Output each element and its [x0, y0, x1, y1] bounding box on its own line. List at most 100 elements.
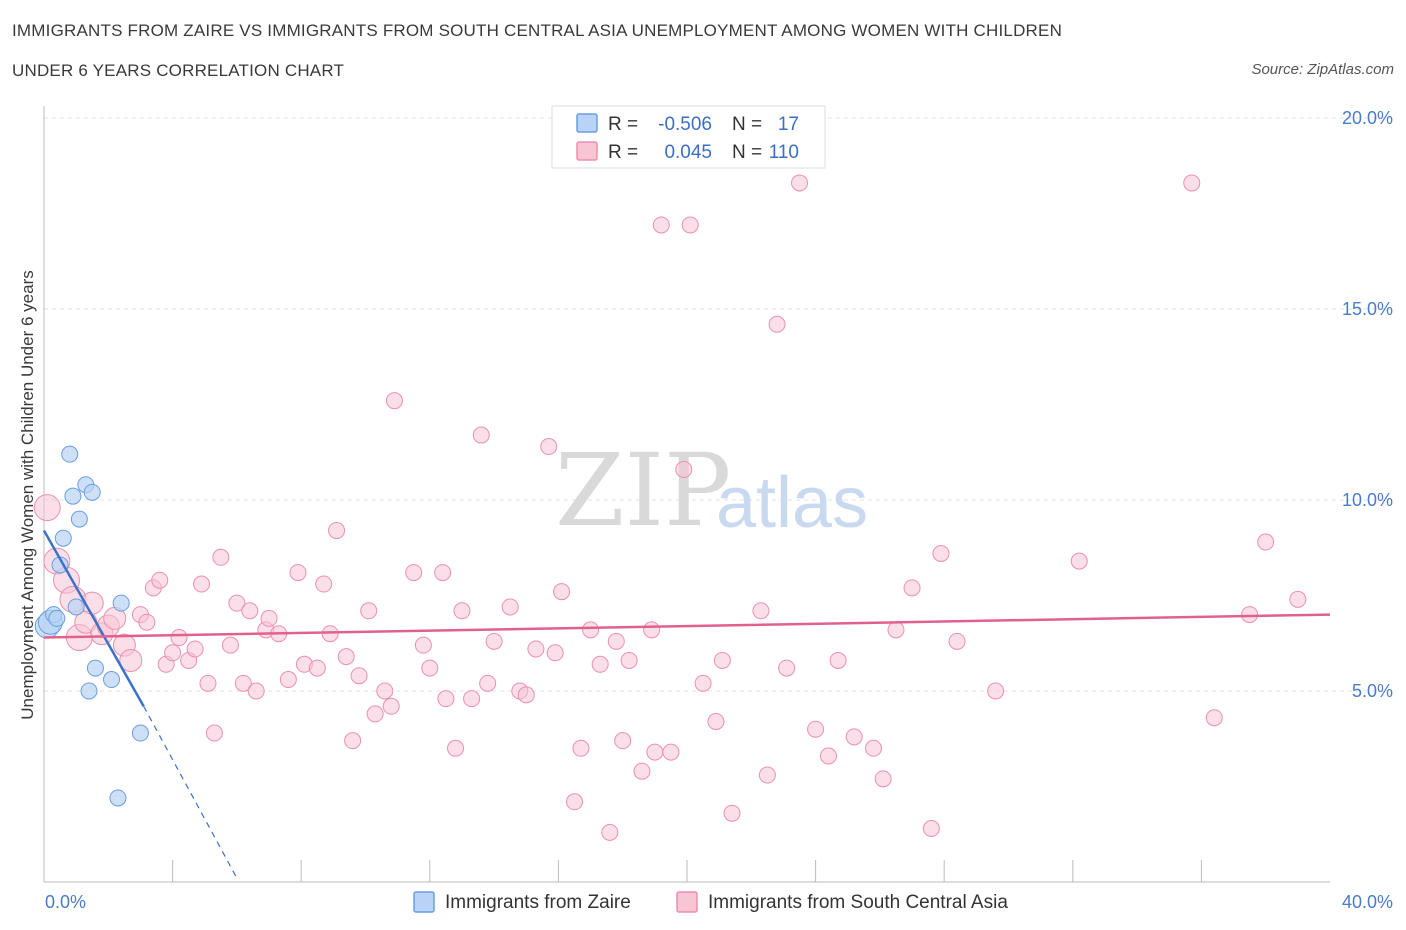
data-point-south-central-asia — [366, 705, 384, 723]
data-point-zaire — [86, 659, 104, 677]
data-point-south-central-asia — [675, 460, 693, 478]
legend-r-value-sca: 0.045 — [664, 142, 712, 163]
data-point-south-central-asia — [1241, 606, 1259, 624]
data-point-zaire — [48, 609, 66, 627]
data-point-south-central-asia — [1183, 174, 1201, 192]
data-point-south-central-asia — [241, 602, 259, 620]
data-point-south-central-asia — [874, 770, 892, 788]
data-point-south-central-asia — [768, 315, 786, 333]
data-point-south-central-asia — [778, 659, 796, 677]
data-point-south-central-asia — [1205, 709, 1223, 727]
data-point-south-central-asia — [463, 690, 481, 708]
source-credit: Source: ZipAtlas.com — [1251, 61, 1394, 78]
y-tick-label: 5.0% — [1352, 681, 1393, 701]
data-point-south-central-asia — [903, 579, 921, 597]
data-point-south-central-asia — [376, 682, 394, 700]
trend-line-south-central-asia — [43, 613, 1331, 639]
data-point-south-central-asia — [385, 392, 403, 410]
data-point-south-central-asia — [601, 823, 619, 841]
data-point-zaire — [103, 671, 121, 689]
data-point-south-central-asia — [681, 216, 699, 234]
legend-r-value-zaire: -0.506 — [658, 114, 712, 135]
data-point-south-central-asia — [646, 743, 664, 761]
data-point-south-central-asia — [758, 766, 776, 784]
chart-title-line1: IMMIGRANTS FROM ZAIRE VS IMMIGRANTS FROM… — [12, 21, 1063, 40]
data-point-south-central-asia — [987, 682, 1005, 700]
data-point-south-central-asia — [421, 659, 439, 677]
data-point-zaire — [70, 510, 88, 528]
series-legend-swatch-south-central-asia — [676, 891, 698, 913]
data-point-zaire — [112, 594, 130, 612]
trend-line-zaire — [42, 529, 145, 707]
data-point-south-central-asia — [1070, 552, 1088, 570]
data-point-south-central-asia — [193, 575, 211, 593]
data-point-south-central-asia — [479, 674, 497, 692]
x-tick-label: 40.0% — [1342, 892, 1393, 912]
data-point-south-central-asia — [33, 494, 61, 522]
data-point-south-central-asia — [864, 739, 882, 757]
data-point-south-central-asia — [517, 686, 535, 704]
data-point-south-central-asia — [807, 720, 825, 738]
data-point-south-central-asia — [723, 804, 741, 822]
data-point-south-central-asia — [713, 651, 731, 669]
trend-line-zaire-extension — [143, 705, 238, 879]
data-point-south-central-asia — [607, 632, 625, 650]
data-point-south-central-asia — [948, 632, 966, 650]
data-point-south-central-asia — [170, 629, 188, 647]
data-point-zaire — [131, 724, 149, 742]
trend-lines — [42, 529, 1331, 879]
data-point-south-central-asia — [328, 522, 346, 540]
data-point-zaire — [61, 445, 79, 463]
data-point-south-central-asia — [151, 571, 169, 589]
data-point-south-central-asia — [620, 651, 638, 669]
legend-n-label-sca: N = — [732, 142, 762, 163]
data-point-south-central-asia — [1289, 590, 1307, 608]
data-point-south-central-asia — [819, 747, 837, 765]
series-legend-swatch-zaire — [413, 891, 435, 913]
data-point-south-central-asia — [437, 690, 455, 708]
data-point-south-central-asia — [845, 728, 863, 746]
data-point-south-central-asia — [453, 602, 471, 620]
series-legend-label-zaire: Immigrants from Zaire — [445, 892, 631, 913]
data-point-south-central-asia — [228, 594, 246, 612]
data-point-south-central-asia — [662, 743, 680, 761]
data-point-south-central-asia — [247, 682, 265, 700]
series-zaire — [34, 445, 149, 807]
data-point-south-central-asia — [752, 602, 770, 620]
data-point-south-central-asia — [414, 636, 432, 654]
data-point-south-central-asia — [633, 762, 651, 780]
y-tick-label: 20.0% — [1342, 108, 1393, 128]
data-point-south-central-asia — [434, 564, 452, 582]
data-point-south-central-asia — [932, 544, 950, 562]
legend-r-label-sca: R = — [608, 142, 638, 163]
data-point-south-central-asia — [582, 621, 600, 639]
data-point-south-central-asia — [643, 621, 661, 639]
stats-legend: R = -0.506 N = 17 R = 0.045 N = 110 — [551, 105, 826, 169]
data-point-zaire — [64, 487, 82, 505]
watermark: ZIP atlas — [555, 432, 868, 549]
data-point-south-central-asia — [289, 564, 307, 582]
x-tick-labels: 0.0% 40.0% — [45, 892, 1393, 912]
data-point-south-central-asia — [405, 564, 423, 582]
y-tick-label: 15.0% — [1342, 299, 1393, 319]
series-south-central-asia — [33, 174, 1307, 841]
data-point-south-central-asia — [315, 575, 333, 593]
data-point-south-central-asia — [572, 739, 590, 757]
data-point-south-central-asia — [540, 438, 558, 456]
data-point-south-central-asia — [546, 644, 564, 662]
data-point-south-central-asia — [472, 426, 490, 444]
data-point-south-central-asia — [553, 583, 571, 601]
data-point-south-central-asia — [234, 674, 252, 692]
data-point-zaire — [80, 682, 98, 700]
legend-n-label-zaire: N = — [732, 114, 762, 135]
data-point-south-central-asia — [199, 674, 217, 692]
data-point-south-central-asia — [350, 667, 368, 685]
data-point-south-central-asia — [565, 793, 583, 811]
data-point-zaire — [83, 483, 101, 501]
data-point-south-central-asia — [138, 613, 156, 631]
data-point-south-central-asia — [212, 548, 230, 566]
watermark-atlas: atlas — [716, 463, 868, 543]
data-point-south-central-asia — [1257, 533, 1275, 551]
data-point-south-central-asia — [501, 598, 519, 616]
